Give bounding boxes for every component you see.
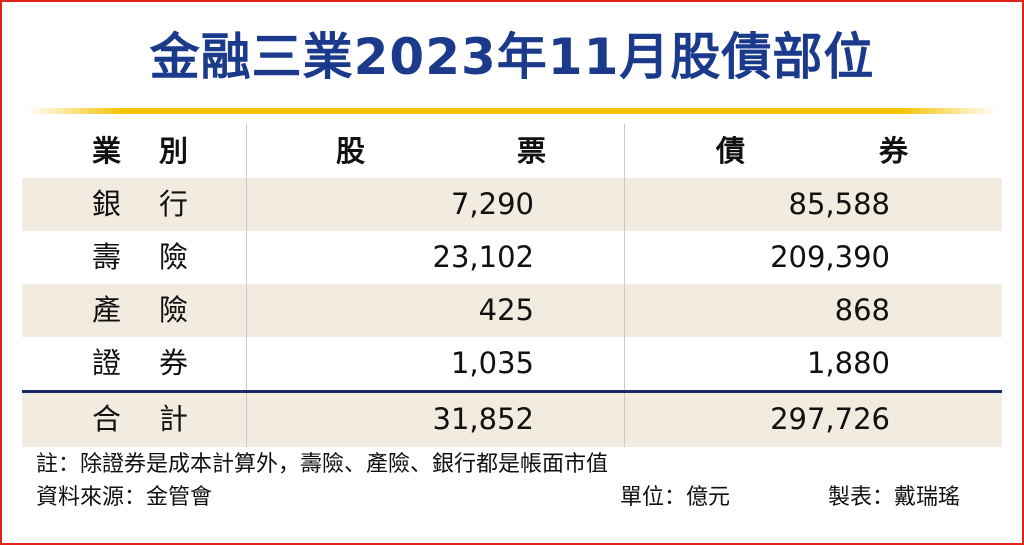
header-stock-char: 票 xyxy=(516,134,546,168)
category-cell: 產 險 xyxy=(22,284,228,337)
header-category-char: 別 xyxy=(158,134,188,168)
stock-cell: 31,852 xyxy=(246,393,624,447)
author-text: 製表：戴瑞瑤 xyxy=(828,485,961,510)
table-row: 銀 行 7,290 85,588 xyxy=(22,178,1002,231)
column-divider xyxy=(624,178,625,231)
category-cell: 證 券 xyxy=(22,337,228,390)
data-table: 業 別 股 票 債 券 銀 行 7,290 85,588 xyxy=(22,124,1002,447)
stock-value: 7,290 xyxy=(450,187,534,221)
chart-title: 金融三業2023年11月股債部位 xyxy=(149,28,875,86)
column-divider xyxy=(624,337,625,390)
category-char: 行 xyxy=(158,187,188,221)
bond-cell: 297,726 xyxy=(624,393,1002,447)
category-char: 產 xyxy=(92,293,122,327)
bond-value: 209,390 xyxy=(770,240,890,274)
category-char: 壽 xyxy=(92,240,122,274)
bond-value: 868 xyxy=(834,293,890,327)
stock-cell: 1,035 xyxy=(246,337,624,390)
column-divider xyxy=(624,231,625,284)
bond-cell: 85,588 xyxy=(624,178,1002,231)
header-bond-char: 債 xyxy=(716,134,746,168)
column-divider xyxy=(246,124,247,178)
category-cell: 銀 行 xyxy=(22,178,228,231)
category-char: 險 xyxy=(158,240,188,274)
column-divider xyxy=(246,393,247,447)
table-row: 壽 險 23,102 209,390 xyxy=(22,231,1002,284)
bond-cell: 1,880 xyxy=(624,337,1002,390)
title-underline xyxy=(26,108,998,114)
table-header-row: 業 別 股 票 債 券 xyxy=(22,124,1002,178)
header-stock-char: 股 xyxy=(336,134,366,168)
column-divider xyxy=(246,337,247,390)
table-row: 產 險 425 868 xyxy=(22,284,1002,337)
bond-total-value: 297,726 xyxy=(770,402,890,436)
notes-block: 註：除證券是成本計算外，壽險、產險、銀行都是帳面市值 資料來源：金管會 xyxy=(36,448,608,514)
footnote: 註：除證券是成本計算外，壽險、產險、銀行都是帳面市值 xyxy=(36,452,609,477)
column-divider xyxy=(624,284,625,337)
category-char: 合 xyxy=(92,402,122,436)
column-divider xyxy=(624,124,625,178)
bond-cell: 209,390 xyxy=(624,231,1002,284)
stock-value: 1,035 xyxy=(450,346,534,380)
header-bond-char: 券 xyxy=(878,134,908,168)
bond-cell: 868 xyxy=(624,284,1002,337)
header-stock-cell: 股 票 xyxy=(246,124,624,178)
header-category-char: 業 xyxy=(92,134,122,168)
stock-cell: 7,290 xyxy=(246,178,624,231)
header-bond-cell: 債 券 xyxy=(624,124,1002,178)
category-char: 險 xyxy=(158,293,188,327)
category-char: 券 xyxy=(158,346,188,380)
category-cell: 壽 險 xyxy=(22,231,228,284)
column-divider xyxy=(246,178,247,231)
category-char: 證 xyxy=(92,346,122,380)
table-total-row: 合 計 31,852 297,726 xyxy=(22,390,1002,447)
header-category-cell: 業 別 xyxy=(22,124,228,178)
unit-text: 單位：億元 xyxy=(620,485,731,510)
stock-total-value: 31,852 xyxy=(432,402,534,436)
category-char: 計 xyxy=(158,402,188,436)
table-row: 證 券 1,035 1,880 xyxy=(22,337,1002,390)
bond-value: 1,880 xyxy=(806,346,890,380)
column-divider xyxy=(246,231,247,284)
bond-value: 85,588 xyxy=(788,187,890,221)
column-divider xyxy=(246,284,247,337)
category-char: 銀 xyxy=(92,187,122,221)
stock-value: 425 xyxy=(478,293,534,327)
column-divider xyxy=(624,393,625,447)
stock-cell: 23,102 xyxy=(246,231,624,284)
stock-value: 23,102 xyxy=(432,240,534,274)
category-cell: 合 計 xyxy=(22,393,228,447)
stock-cell: 425 xyxy=(246,284,624,337)
source-text: 資料來源：金管會 xyxy=(36,485,213,510)
